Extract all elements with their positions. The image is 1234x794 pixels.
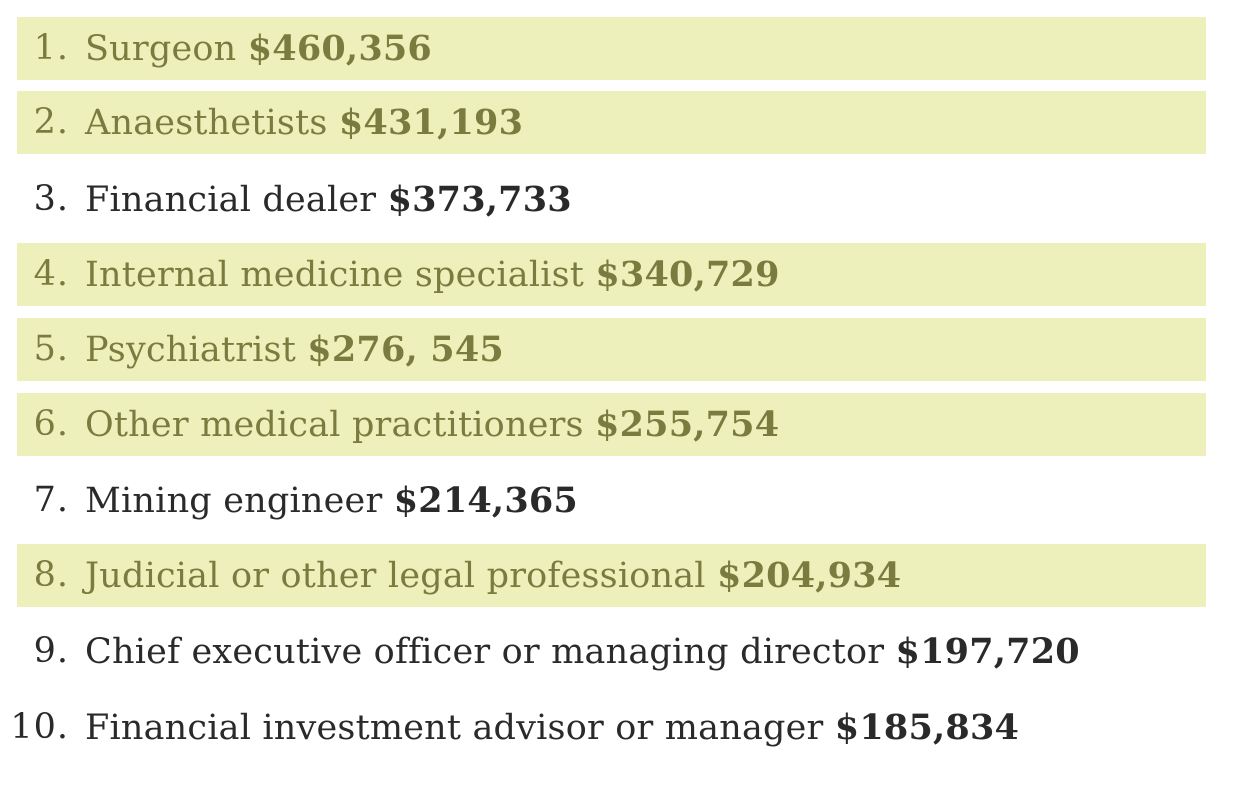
salary-amount: $204,934 [717, 555, 902, 596]
occupation-label: Judicial or other legal professional [85, 556, 706, 596]
item-text: Surgeon $460,356 [85, 17, 432, 80]
list-item-2: 2. Anaesthetists $431,193 [17, 91, 1206, 154]
salary-amount: $340,729 [595, 254, 780, 295]
list-item-6: 6. Other medical practitioners $255,754 [17, 393, 1206, 456]
salary-amount: $276, 545 [307, 329, 504, 370]
item-number: 10. [10, 707, 69, 747]
list-item-5: 5. Psychiatrist $276, 545 [17, 318, 1206, 381]
item-number: 2. [33, 102, 69, 142]
occupation-label: Mining engineer [85, 481, 383, 521]
list-item-7: 7. Mining engineer $214,365 [17, 469, 1206, 532]
list-item-4: 4. Internal medicine specialist $340,729 [17, 243, 1206, 306]
item-number: 9. [33, 631, 69, 671]
item-text: Chief executive officer or managing dire… [85, 620, 1080, 683]
item-text: Internal medicine specialist $340,729 [85, 243, 780, 306]
item-text: Other medical practitioners $255,754 [85, 393, 779, 456]
salary-amount: $185,834 [834, 707, 1020, 748]
item-text: Mining engineer $214,365 [85, 469, 578, 532]
salary-amount: $214,365 [393, 480, 578, 521]
salary-amount: $460,356 [247, 28, 432, 69]
salary-amount: $255,754 [595, 404, 780, 445]
item-text: Judicial or other legal professional $20… [85, 544, 901, 607]
item-text: Psychiatrist $276, 545 [85, 318, 504, 381]
item-number: 5. [33, 329, 69, 369]
list-item-1: 1. Surgeon $460,356 [17, 17, 1206, 80]
occupation-label: Chief executive officer or managing dire… [85, 632, 885, 672]
occupation-label: Surgeon [85, 29, 237, 69]
salary-amount: $431,193 [338, 102, 524, 143]
item-number: 3. [33, 179, 69, 219]
occupation-label: Internal medicine specialist [85, 255, 585, 295]
item-text: Anaesthetists $431,193 [85, 91, 523, 154]
item-number: 6. [33, 404, 69, 444]
item-text: Financial investment advisor or manager … [85, 696, 1019, 759]
list-item-3: 3. Financial dealer $373,733 [17, 168, 1206, 231]
occupation-label: Psychiatrist [85, 330, 296, 370]
occupation-label: Financial investment advisor or manager [85, 708, 824, 748]
list-item-10: 10. Financial investment advisor or mana… [10, 696, 1206, 759]
occupation-label: Financial dealer [85, 180, 377, 220]
item-number: 7. [33, 480, 69, 520]
occupation-label: Other medical practitioners [85, 405, 584, 445]
item-number: 1. [33, 28, 69, 68]
list-item-8: 8. Judicial or other legal professional … [17, 544, 1206, 607]
salary-amount: $373,733 [387, 179, 572, 220]
item-number: 8. [33, 555, 69, 595]
salary-amount: $197,720 [895, 631, 1080, 672]
item-number: 4. [33, 254, 69, 294]
item-text: Financial dealer $373,733 [85, 168, 572, 231]
occupation-label: Anaesthetists [85, 103, 328, 143]
list-item-9: 9. Chief executive officer or managing d… [17, 620, 1206, 683]
